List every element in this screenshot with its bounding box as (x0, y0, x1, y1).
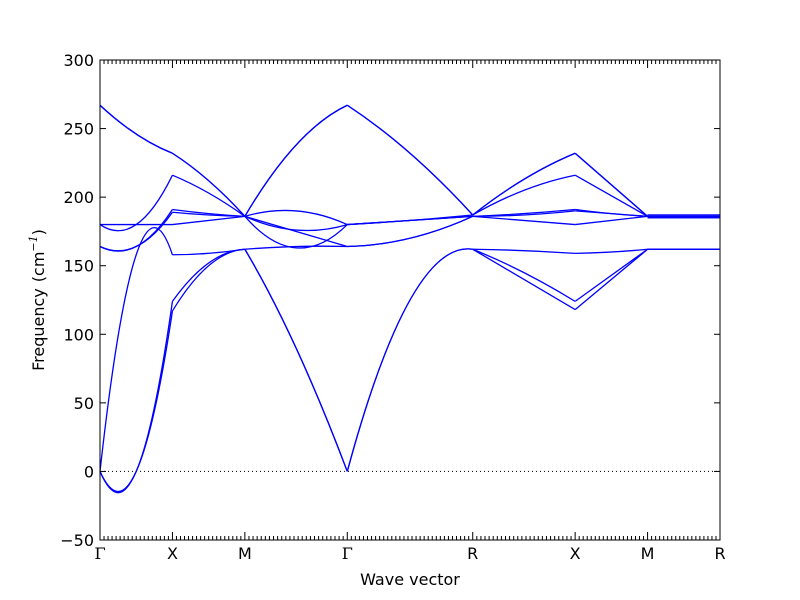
y-tick-label: 0 (84, 462, 94, 481)
band-1-segment-4 (346, 248, 473, 472)
plot-frame (99, 59, 721, 541)
band-4-segment-6 (575, 215, 648, 226)
band-9-segment-2 (172, 152, 246, 217)
x-tick-label: Γ (94, 544, 105, 563)
band-5-segment-3 (244, 215, 348, 249)
y-axis-unit-exponent: −1 (27, 235, 40, 251)
y-tick-label: 100 (63, 325, 94, 344)
band-4-segment-4 (347, 215, 473, 248)
band-3-segment-6 (575, 248, 648, 255)
bands-layer (99, 104, 720, 494)
band-8-segment-1 (99, 104, 173, 154)
band-6-segment-2 (172, 215, 245, 226)
y-tick-label: 300 (63, 51, 94, 70)
x-tick-label: R (714, 544, 725, 563)
x-tick-label: R (467, 544, 478, 563)
band-3-segment-3 (244, 245, 348, 250)
y-tick-label: 200 (63, 188, 94, 207)
band-7-segment-5 (472, 174, 576, 216)
band-9-segment-6 (574, 152, 648, 217)
band-7-segment-3 (244, 209, 348, 226)
band-7-segment-6 (574, 174, 648, 217)
band-1-segment-5 (472, 248, 576, 311)
x-tick-label: M (238, 544, 252, 563)
band-2-segment-6 (574, 248, 648, 302)
band-2-segment-5 (472, 248, 576, 302)
band-3-segment-2 (172, 248, 245, 256)
x-tick-label: Γ (342, 544, 353, 563)
band-8-segment-5 (472, 152, 576, 216)
band-3-segment-5 (472, 248, 576, 255)
band-5-segment-1 (99, 211, 173, 252)
band-9-segment-3 (244, 104, 348, 217)
band-8-segment-4 (346, 104, 474, 216)
band-6-segment-3 (244, 215, 348, 232)
y-tick-label: 50 (74, 394, 94, 413)
band-7-segment-4 (347, 214, 473, 226)
band-1-segment-2 (171, 248, 245, 312)
band-6-segment-6 (575, 208, 648, 217)
band-6-segment-5 (472, 208, 576, 217)
band-8-segment-2 (172, 152, 246, 217)
x-tick-label: X (167, 544, 178, 563)
band-2-segment-1 (99, 301, 174, 494)
y-tick-label: 250 (63, 120, 94, 139)
band-9-segment-4 (346, 104, 474, 216)
x-axis-label: Wave vector (360, 570, 460, 589)
y-axis-label: Frequency (cm−1) (27, 229, 48, 371)
band-1-segment-6 (574, 248, 648, 311)
band-2-segment-3 (244, 248, 348, 472)
x-tick-label: X (570, 544, 581, 563)
band-4-segment-5 (472, 215, 576, 226)
x-tick-label: M (641, 544, 655, 563)
band-4-segment-3 (244, 215, 348, 248)
band-2-segment-4 (346, 248, 473, 472)
y-axis-label-text: Frequency (29, 288, 48, 371)
band-3-segment-1 (99, 227, 174, 472)
band-1-segment-1 (99, 310, 174, 493)
y-axis-unit-open: (cm (29, 252, 48, 283)
y-axis-unit-close: ) (29, 229, 48, 235)
band-7-segment-1 (99, 174, 174, 232)
y-tick-label: 150 (63, 257, 94, 276)
band-5-segment-2 (172, 211, 245, 217)
labels-layer: −50 0 50 100 150 200 250 300 Γ X M Γ R X M R (60, 51, 725, 563)
band-1-segment-3 (244, 248, 348, 472)
band-9-segment-5 (472, 152, 576, 216)
band-9-segment-1 (99, 104, 173, 154)
band-7-segment-2 (172, 174, 246, 217)
y-tick-label: −50 (60, 531, 94, 550)
ticks-layer (99, 59, 721, 541)
band-8-segment-3 (244, 104, 348, 217)
